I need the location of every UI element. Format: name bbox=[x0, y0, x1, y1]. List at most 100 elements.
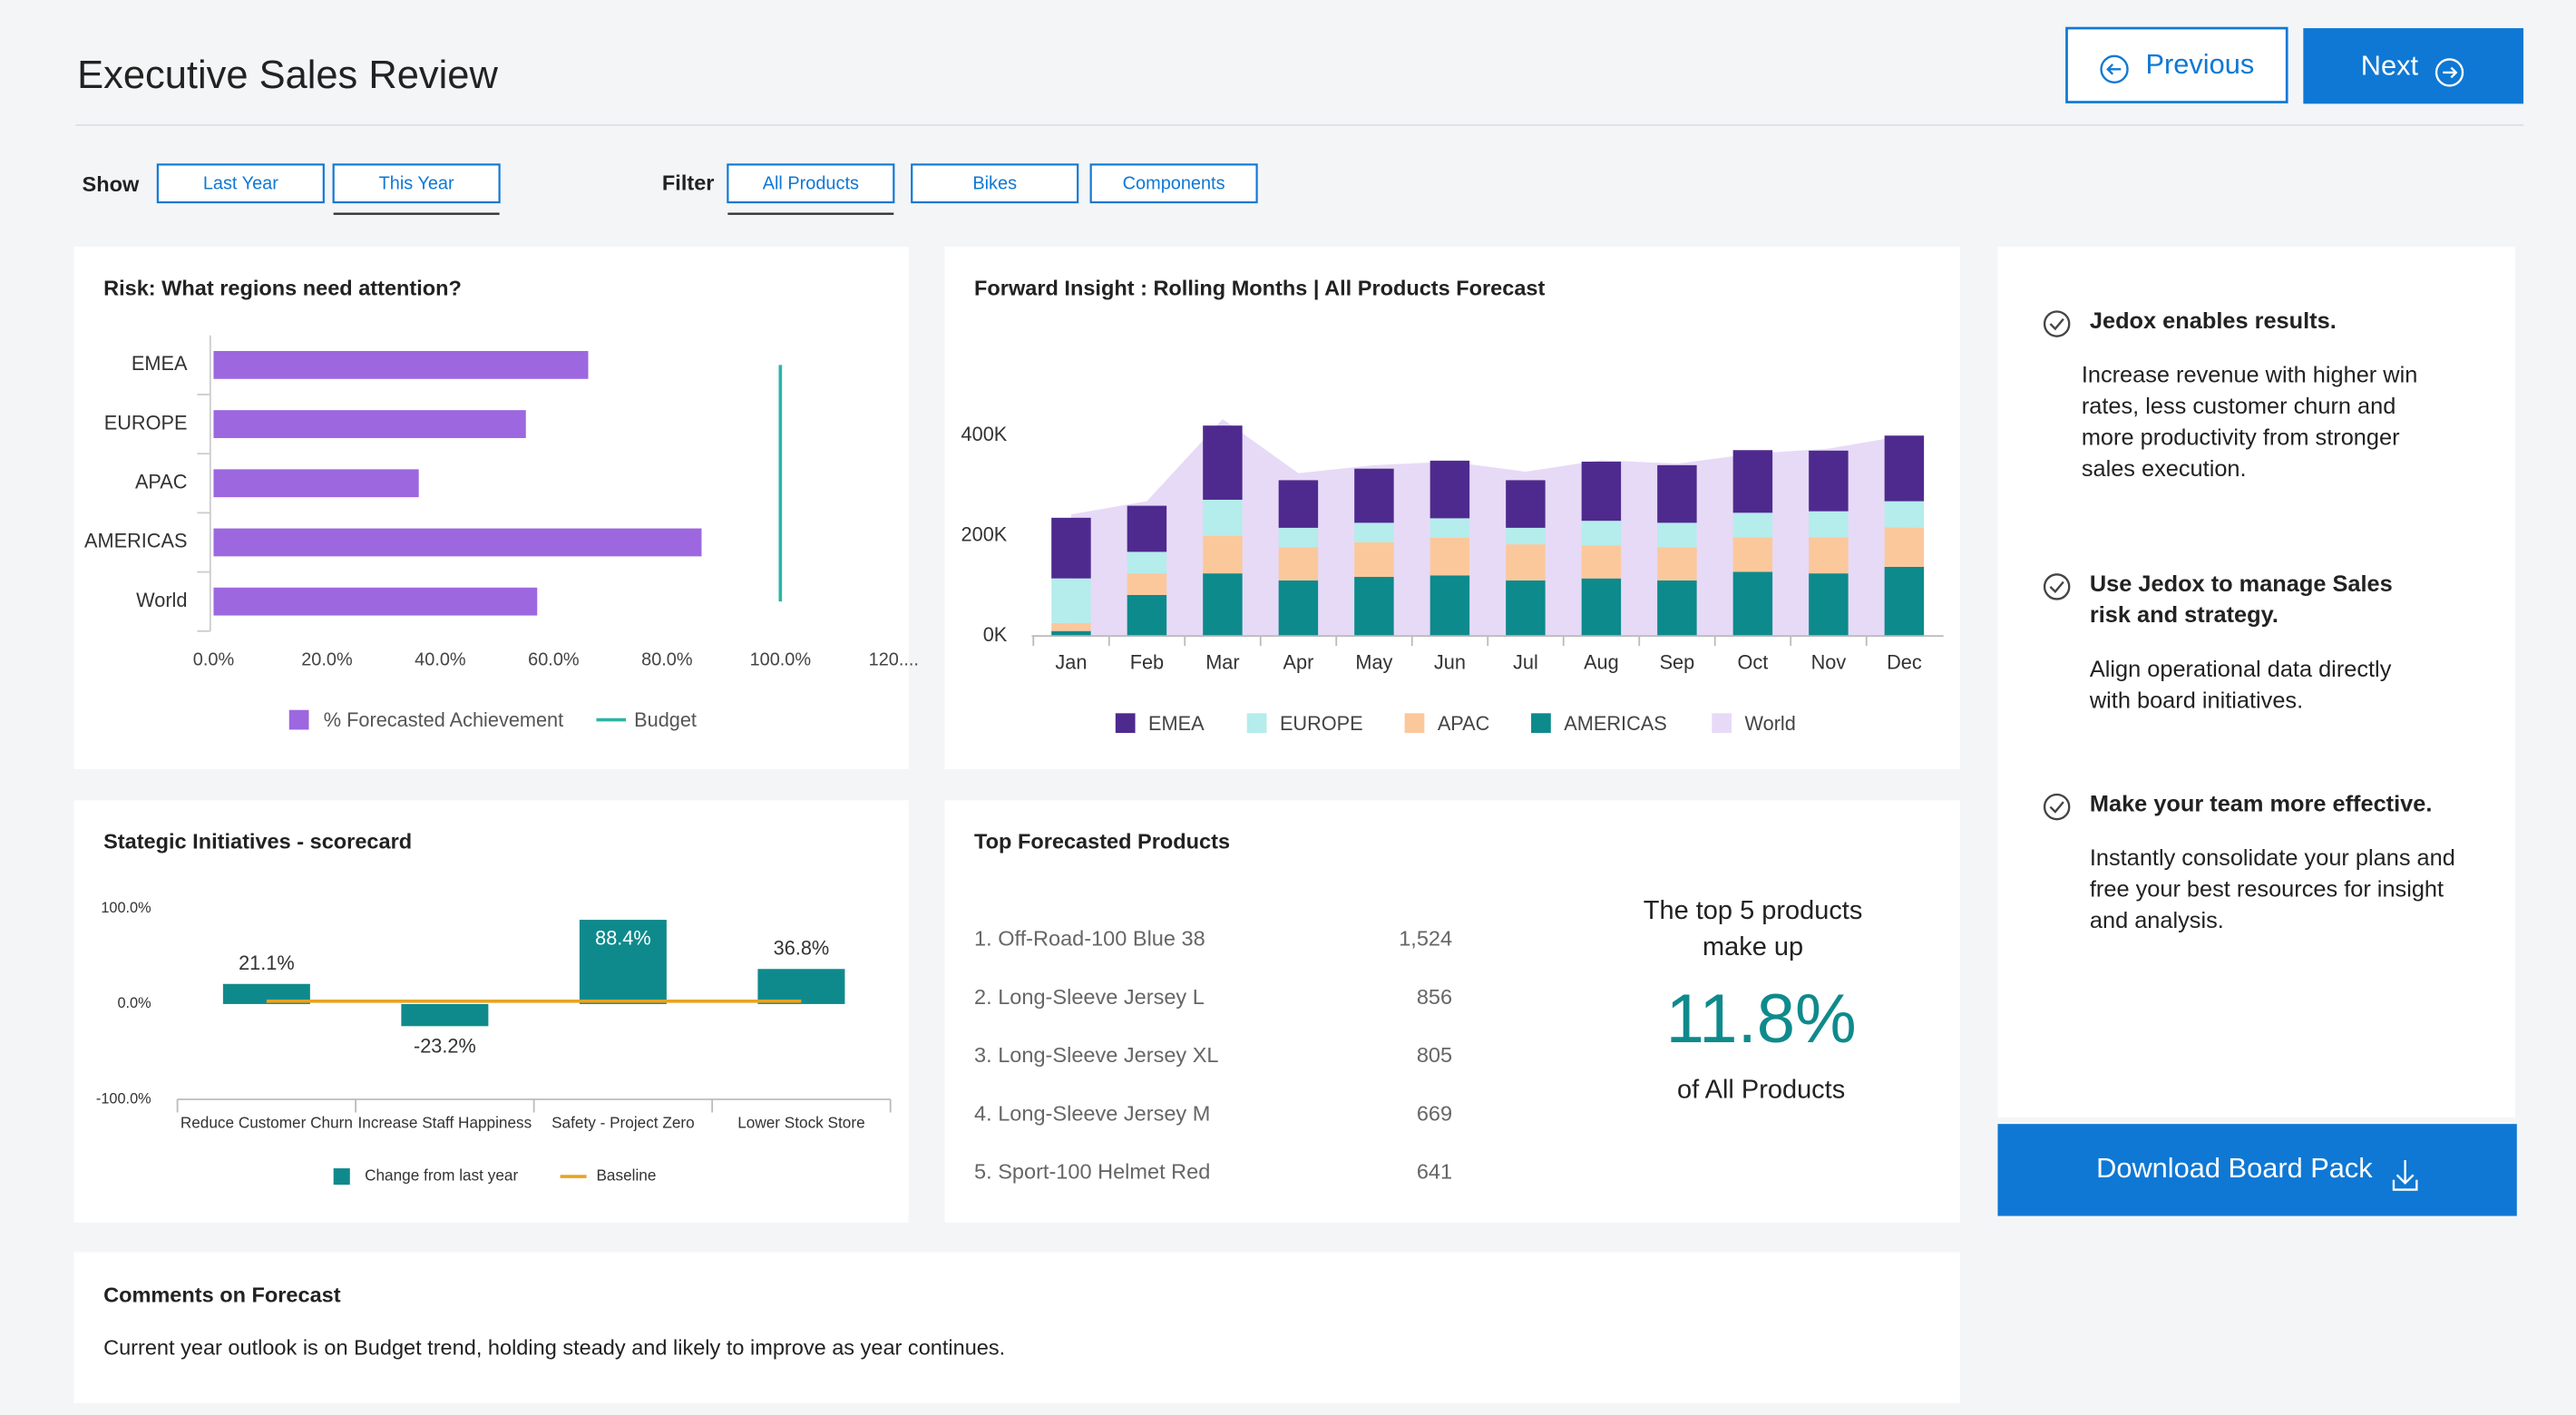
icon bbox=[2435, 58, 2464, 87]
insight-body: Increase revenue with higher win bbox=[2082, 363, 2418, 388]
bar-segment bbox=[1809, 537, 1849, 574]
legend-swatch bbox=[1246, 713, 1267, 734]
legend-label: AMERICAS bbox=[1564, 712, 1666, 735]
button-label: Download Board Pack bbox=[2096, 1152, 2373, 1184]
data-label: 21.1% bbox=[239, 951, 295, 974]
y-tick-label: 0.0% bbox=[117, 995, 151, 1011]
product-name: 2. Long-Sleeve Jersey L bbox=[974, 985, 1205, 1009]
bar-segment bbox=[1051, 578, 1091, 623]
product-value: 856 bbox=[1417, 985, 1452, 1009]
next-button[interactable]: Next bbox=[2303, 28, 2524, 104]
bar-segment bbox=[1051, 622, 1091, 631]
bar-segment bbox=[1051, 517, 1091, 579]
product-name: 5. Sport-100 Helmet Red bbox=[974, 1160, 1210, 1184]
bar-segment bbox=[1884, 527, 1925, 567]
previous-button[interactable]: Previous bbox=[2065, 26, 2288, 103]
bar-segment bbox=[1506, 527, 1546, 545]
bar-segment bbox=[1884, 501, 1925, 528]
y-tick-label: APAC bbox=[135, 471, 188, 493]
y-tick-label: AMERICAS bbox=[84, 530, 187, 552]
button-label: Components bbox=[1123, 173, 1225, 193]
icon bbox=[2392, 1159, 2418, 1191]
bar-segment bbox=[1278, 580, 1319, 637]
legend-swatch bbox=[333, 1168, 350, 1186]
insight-heading: Make your team more effective. bbox=[2090, 791, 2433, 816]
toggle-button[interactable]: This Year bbox=[332, 163, 501, 215]
x-tick-label: Jul bbox=[1513, 651, 1538, 674]
x-tick-label: Feb bbox=[1130, 651, 1164, 674]
legend-label: Change from last year bbox=[365, 1166, 518, 1185]
button-frame bbox=[727, 163, 895, 204]
insight-heading: risk and strategy. bbox=[2090, 602, 2278, 628]
panel bbox=[73, 1252, 1960, 1404]
summary-text: make up bbox=[1703, 932, 1803, 961]
toggle-button[interactable]: All Products bbox=[727, 163, 895, 215]
product-value: 641 bbox=[1417, 1160, 1452, 1184]
panel bbox=[1997, 246, 2515, 1117]
comments-text: Current year outlook is on Budget trend,… bbox=[103, 1336, 1005, 1360]
bar-segment bbox=[1657, 464, 1697, 523]
legend-label: EUROPE bbox=[1280, 712, 1363, 735]
download-button[interactable]: Download Board Pack bbox=[1997, 1124, 2517, 1216]
bar-segment bbox=[1203, 535, 1243, 574]
chart-title: Stategic Initiatives - scorecard bbox=[103, 830, 412, 854]
check-icon bbox=[2043, 573, 2071, 600]
bar-segment bbox=[1732, 537, 1773, 572]
x-tick-label: Apr bbox=[1283, 651, 1314, 674]
bar-segment bbox=[1278, 480, 1319, 528]
button-frame bbox=[1089, 163, 1258, 204]
panel bbox=[944, 800, 1960, 1223]
data-label: -23.2% bbox=[414, 1035, 476, 1058]
bar bbox=[757, 969, 845, 1004]
bar-segment bbox=[1127, 594, 1167, 637]
y-tick-label: EUROPE bbox=[104, 411, 188, 434]
bar-segment bbox=[1506, 480, 1546, 528]
bar-segment bbox=[1278, 547, 1319, 581]
chart-title: Risk: What regions need attention? bbox=[103, 276, 462, 299]
x-tick-label: 100.0% bbox=[750, 650, 812, 670]
insight-body: more productivity from stronger bbox=[2082, 425, 2400, 451]
bar-segment bbox=[1657, 580, 1697, 637]
legend-swatch bbox=[1531, 713, 1551, 734]
bar-segment bbox=[1127, 551, 1167, 574]
product-name: 4. Long-Sleeve Jersey M bbox=[974, 1101, 1210, 1125]
legend-label: World bbox=[1745, 712, 1796, 735]
product-value: 1,524 bbox=[1399, 927, 1452, 951]
bar-segment bbox=[1506, 544, 1546, 581]
product-name: 1. Off-Road-100 Blue 38 bbox=[974, 927, 1205, 951]
bar-segment bbox=[1809, 450, 1849, 512]
y-tick-label: -100.0% bbox=[96, 1090, 151, 1107]
x-tick-label: Mar bbox=[1205, 651, 1239, 674]
bar-segment bbox=[1732, 571, 1773, 637]
bar-segment bbox=[1203, 499, 1243, 536]
bar-segment bbox=[1429, 518, 1470, 538]
x-tick-label: May bbox=[1355, 651, 1392, 674]
toggles: Last Year This Year All Products Bikes Compo… bbox=[156, 163, 1258, 215]
product-name: 3. Long-Sleeve Jersey XL bbox=[974, 1043, 1218, 1067]
check-icon bbox=[2049, 581, 2064, 594]
legend-swatch bbox=[1115, 713, 1136, 734]
bar bbox=[213, 350, 589, 379]
x-tick-label: Increase Staff Happiness bbox=[358, 1114, 532, 1132]
toggle-button[interactable]: Last Year bbox=[156, 163, 325, 204]
button-frame bbox=[332, 163, 501, 204]
legend-swatch bbox=[1712, 713, 1732, 734]
button-frame bbox=[911, 163, 1079, 204]
bar-segment bbox=[1203, 573, 1243, 637]
toggle-button[interactable]: Components bbox=[1089, 163, 1258, 204]
x-tick-label: 80.0% bbox=[641, 650, 692, 670]
bar-segment bbox=[1732, 512, 1773, 538]
bar-segment bbox=[1657, 522, 1697, 548]
insight-body: Align operational data directly bbox=[2090, 657, 2392, 682]
bar-segment bbox=[1581, 545, 1622, 579]
x-tick-label: 120.... bbox=[869, 650, 919, 670]
button-frame bbox=[2303, 28, 2524, 104]
legend-label: Budget bbox=[634, 708, 697, 731]
insight-heading: Use Jedox to manage Sales bbox=[2090, 571, 2393, 597]
icon bbox=[2100, 54, 2129, 84]
button-frame bbox=[1997, 1124, 2517, 1216]
y-tick-label: 100.0% bbox=[101, 900, 151, 916]
check-icon bbox=[2049, 801, 2064, 814]
toggle-button[interactable]: Bikes bbox=[911, 163, 1079, 204]
